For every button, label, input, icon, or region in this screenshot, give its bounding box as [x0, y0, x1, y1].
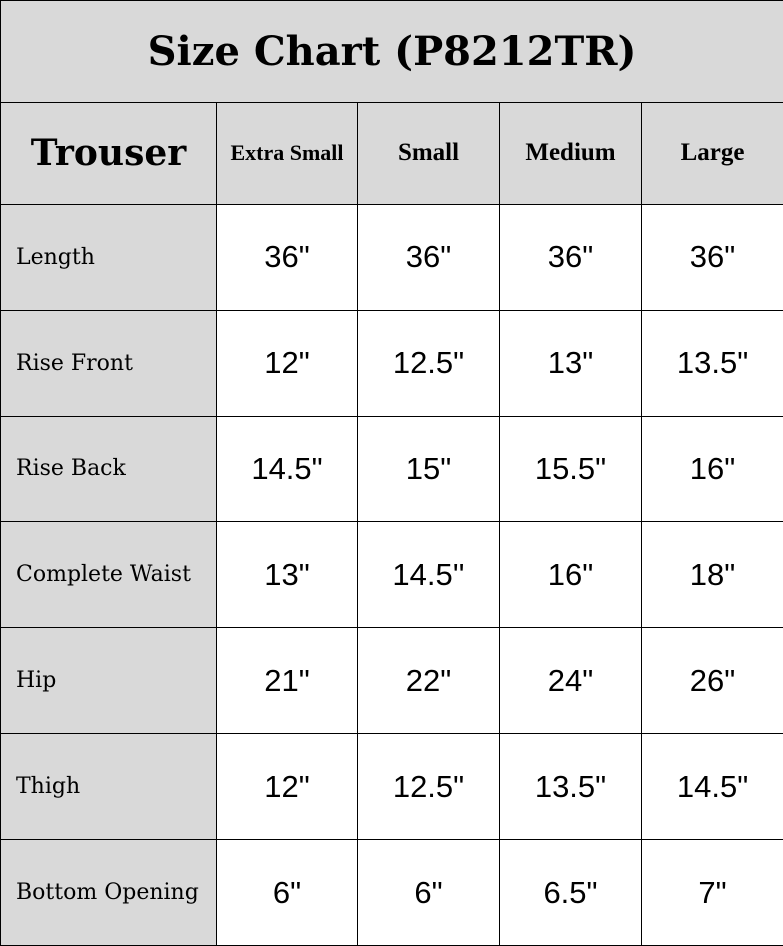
measurement-cell: 26" — [640, 627, 783, 735]
measurement-cell: 15.5" — [499, 415, 642, 523]
measurement-cell: 36" — [499, 203, 642, 311]
table-row: Rise Back 14.5" 15" 15.5" 16" — [0, 415, 783, 523]
measurement-cell: 12" — [216, 309, 358, 417]
table-row: Bottom Opening 6" 6" 6.5" 7" — [0, 839, 783, 946]
table-body: Length 36" 36" 36" 36" Rise Front 12" 12.5" 13" 1… — [0, 203, 783, 946]
table-row: Length 36" 36" 36" 36" — [0, 203, 783, 311]
table-row: Thigh 12" 12.5" 13.5" 14.5" — [0, 733, 783, 841]
row-label: Length — [0, 203, 217, 311]
measurement-cell: 6.5" — [499, 839, 642, 946]
row-label: Thigh — [0, 733, 217, 841]
measurement-cell: 15" — [357, 415, 500, 523]
measurement-cell: 6" — [216, 839, 358, 946]
header-size: Small — [357, 101, 500, 205]
measurement-cell: 12" — [216, 733, 358, 841]
header-size: Medium — [499, 101, 642, 205]
header-size: Large — [640, 101, 783, 205]
measurement-cell: 22" — [357, 627, 500, 735]
header-trouser: Trouser — [0, 101, 217, 205]
header-size: Extra Small — [216, 101, 358, 205]
row-label: Rise Front — [0, 309, 217, 417]
table-row: Hip 21" 22" 24" 26" — [0, 627, 783, 735]
measurement-cell: 24" — [499, 627, 642, 735]
measurement-cell: 12.5" — [357, 733, 500, 841]
measurement-cell: 14.5" — [640, 733, 783, 841]
measurement-cell: 21" — [216, 627, 358, 735]
chart-title: Size Chart (P8212TR) — [0, 0, 783, 103]
measurement-cell: 16" — [499, 521, 642, 629]
header-row: Trouser Extra Small Small Medium Large — [0, 101, 783, 205]
table-row: Rise Front 12" 12.5" 13" 13.5" — [0, 309, 783, 417]
row-label: Hip — [0, 627, 217, 735]
row-label: Rise Back — [0, 415, 217, 523]
measurement-cell: 16" — [640, 415, 783, 523]
measurement-cell: 36" — [216, 203, 358, 311]
measurement-cell: 12.5" — [357, 309, 500, 417]
measurement-cell: 6" — [357, 839, 500, 946]
measurement-cell: 13" — [499, 309, 642, 417]
measurement-cell: 18" — [640, 521, 783, 629]
measurement-cell: 13.5" — [499, 733, 642, 841]
measurement-cell: 13" — [216, 521, 358, 629]
row-label: Complete Waist — [0, 521, 217, 629]
measurement-cell: 36" — [357, 203, 500, 311]
measurement-cell: 36" — [640, 203, 783, 311]
table-row: Complete Waist 13" 14.5'' 16" 18" — [0, 521, 783, 629]
measurement-cell: 7" — [640, 839, 783, 946]
row-label: Bottom Opening — [0, 839, 217, 946]
measurement-cell: 14.5'' — [357, 521, 500, 629]
measurement-cell: 14.5" — [216, 415, 358, 523]
measurement-cell: 13.5" — [640, 309, 783, 417]
